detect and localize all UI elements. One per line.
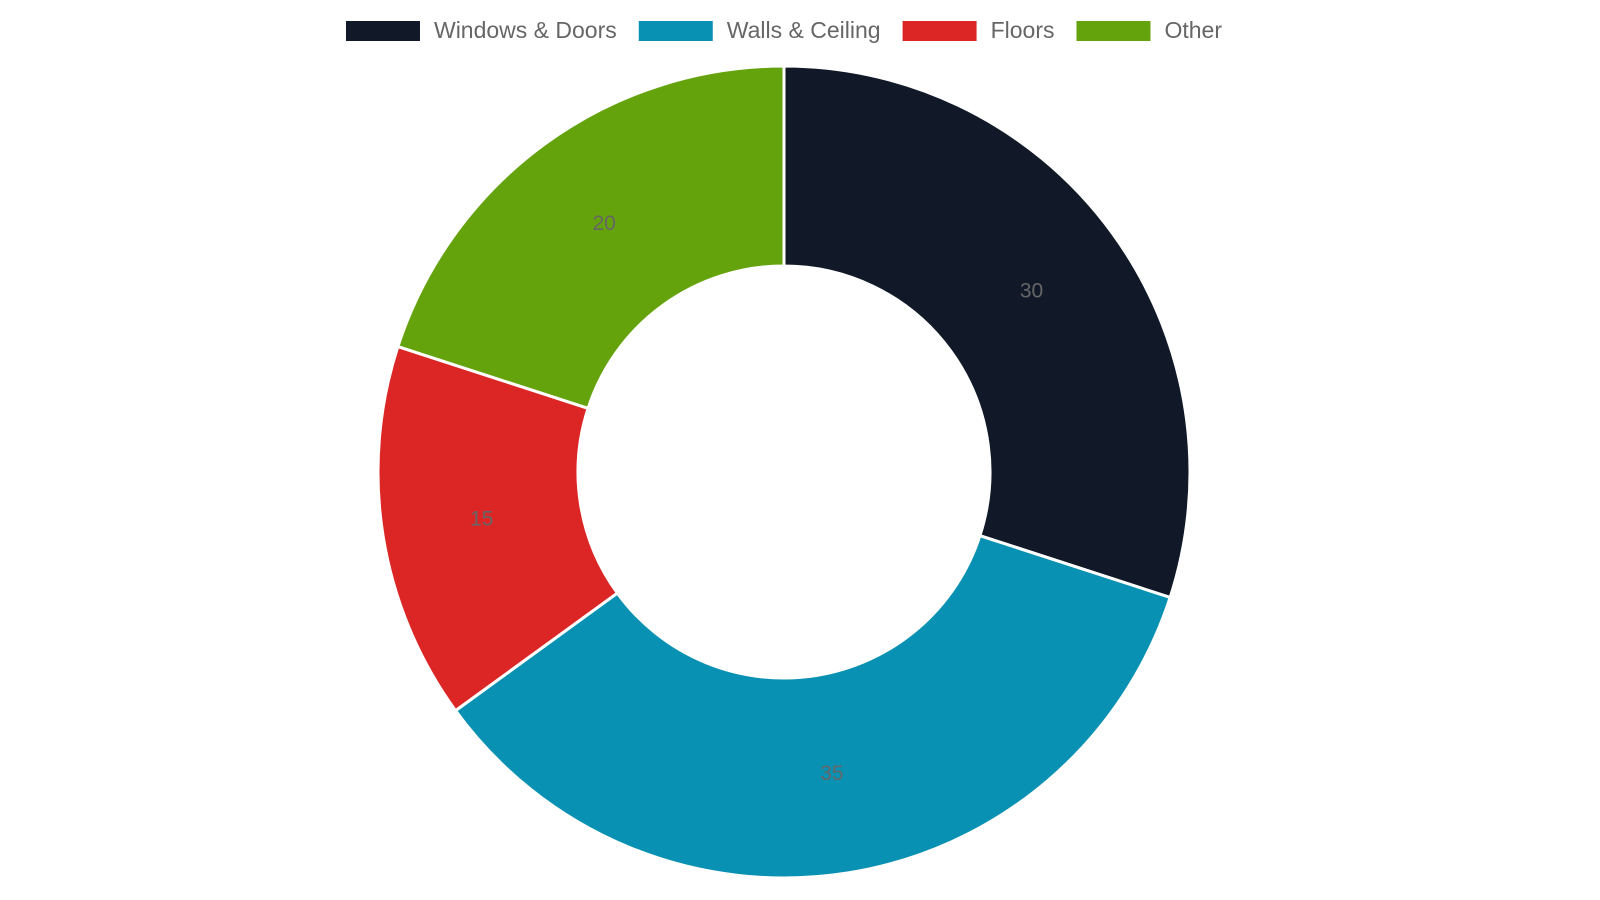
value-label: 30 bbox=[1020, 280, 1043, 303]
legend: Windows & Doors Walls & Ceiling Floors Othe… bbox=[345, 17, 1222, 43]
slice bbox=[376, 344, 620, 713]
slices bbox=[376, 64, 1192, 880]
legend-text: Windows & Doors bbox=[434, 17, 617, 43]
legend-text: Other bbox=[1164, 17, 1222, 43]
legend-swatch bbox=[638, 21, 713, 41]
legend-text: Floors bbox=[991, 17, 1055, 43]
slice bbox=[782, 64, 1192, 600]
legend-swatch bbox=[1076, 21, 1151, 41]
slice bbox=[395, 64, 786, 411]
value-label: 35 bbox=[820, 762, 843, 785]
legend-swatch bbox=[902, 21, 977, 41]
legend-swatch bbox=[345, 21, 420, 41]
legend-text: Walls & Ceiling bbox=[727, 17, 881, 43]
value-labels: 30 35 15 20 bbox=[470, 212, 1043, 785]
value-label: 15 bbox=[470, 507, 493, 530]
value-label: 20 bbox=[592, 212, 615, 235]
slice bbox=[453, 533, 1173, 880]
